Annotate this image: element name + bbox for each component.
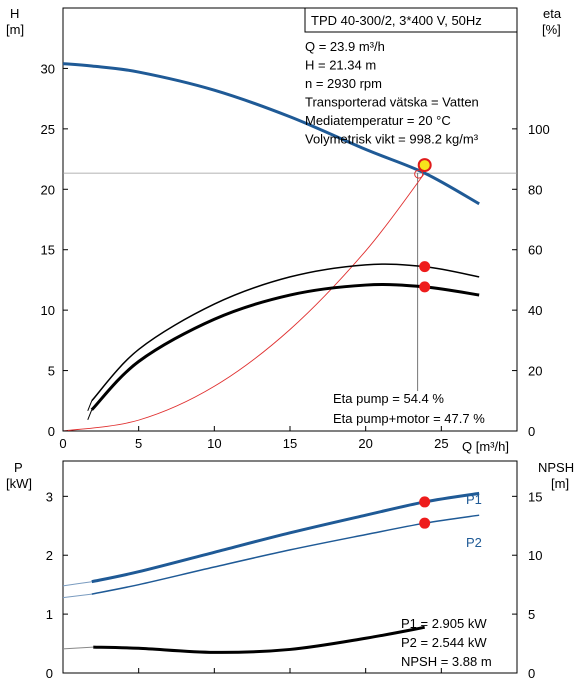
eta-tick-label: 80: [528, 182, 542, 197]
eta-tick-label: 60: [528, 243, 542, 258]
eta-tick-label: 100: [528, 122, 550, 137]
power-tick-label: 3: [46, 489, 53, 504]
eta-pump-annotation: Eta pump = 54.4 %: [333, 391, 444, 406]
pump-info-line: n = 2930 rpm: [305, 76, 382, 91]
power-tick-label: 0: [46, 666, 53, 681]
head-tick-label: 25: [41, 122, 55, 137]
head-axis-label: H: [10, 6, 19, 21]
p1-curve-extension: [62, 581, 92, 587]
x-tick-label: 0: [59, 436, 66, 451]
npsh-axis-label: NPSH: [538, 460, 574, 475]
pump-info-line: Volymetrisk vikt = 998.2 kg/m³: [305, 132, 479, 147]
eta-total-duty-marker: [419, 281, 431, 293]
head-tick-label: 30: [41, 61, 55, 76]
npsh-tick-label: 5: [528, 607, 535, 622]
npsh-tick-label: 0: [528, 666, 535, 681]
power-tick-label: 1: [46, 607, 53, 622]
p1-duty-marker: [419, 496, 431, 508]
eta-pump-duty-marker: [419, 261, 431, 273]
x-tick-label: 25: [434, 436, 448, 451]
eta-axis-unit: [%]: [542, 22, 561, 37]
head-duty-marker: [417, 158, 432, 173]
x-tick-label: 20: [358, 436, 372, 451]
p1-series-label: P1: [466, 492, 482, 507]
npsh-annotation: NPSH = 3.88 m: [401, 654, 492, 669]
x-tick-label: 15: [283, 436, 297, 451]
head-tick-label: 15: [41, 243, 55, 258]
eta-tick-label: 40: [528, 303, 542, 318]
p2-duty-marker: [419, 517, 431, 529]
npsh-curve: [93, 625, 425, 654]
pump-info-line: Q = 23.9 m³/h: [305, 39, 385, 54]
eta-tick-label: 20: [528, 364, 542, 379]
eta-pump-lead: [87, 400, 93, 411]
p1-annotation: P1 = 2.905 kW: [401, 616, 487, 631]
npsh-curve-extension: [62, 646, 94, 650]
npsh-tick-label: 10: [528, 548, 542, 563]
x-tick-label: 5: [135, 436, 142, 451]
head-tick-label: 20: [41, 182, 55, 197]
p2-annotation: P2 = 2.544 kW: [401, 635, 487, 650]
head-tick-label: 10: [41, 303, 55, 318]
pump-info-line: Mediatemperatur = 20 °C: [305, 113, 451, 128]
eta-total-annotation: Eta pump+motor = 47.7 %: [333, 411, 485, 426]
title-box: [304, 7, 518, 33]
flow-axis-label: Q [m³/h]: [462, 439, 509, 454]
eta-total-lead: [87, 409, 93, 421]
x-tick-label: 10: [207, 436, 221, 451]
head-tick-label: 5: [48, 364, 55, 379]
chart-title: TPD 40-300/2, 3*400 V, 50Hz: [311, 13, 482, 28]
eta-tick-label: 0: [528, 424, 535, 439]
head-tick-label: 0: [48, 424, 55, 439]
system-curve: [62, 172, 426, 432]
p2-series-label: P2: [466, 535, 482, 550]
p1-curve: [91, 491, 480, 584]
pump-info-line: H = 21.34 m: [305, 58, 376, 73]
p2-curve-extension: [62, 593, 92, 599]
power-tick-label: 2: [46, 548, 53, 563]
power-axis-label: P: [14, 460, 23, 475]
pump-info-line: Transporterad vätska = Vatten: [305, 95, 479, 110]
power-axis-unit: [kW]: [6, 476, 32, 491]
npsh-axis-unit: [m]: [551, 476, 569, 491]
system-duty-marker: [414, 169, 424, 179]
eta-axis-label: eta: [543, 6, 562, 21]
npsh-tick-label: 15: [528, 489, 542, 504]
head-curve: [62, 62, 480, 206]
head-axis-unit: [m]: [6, 22, 24, 37]
